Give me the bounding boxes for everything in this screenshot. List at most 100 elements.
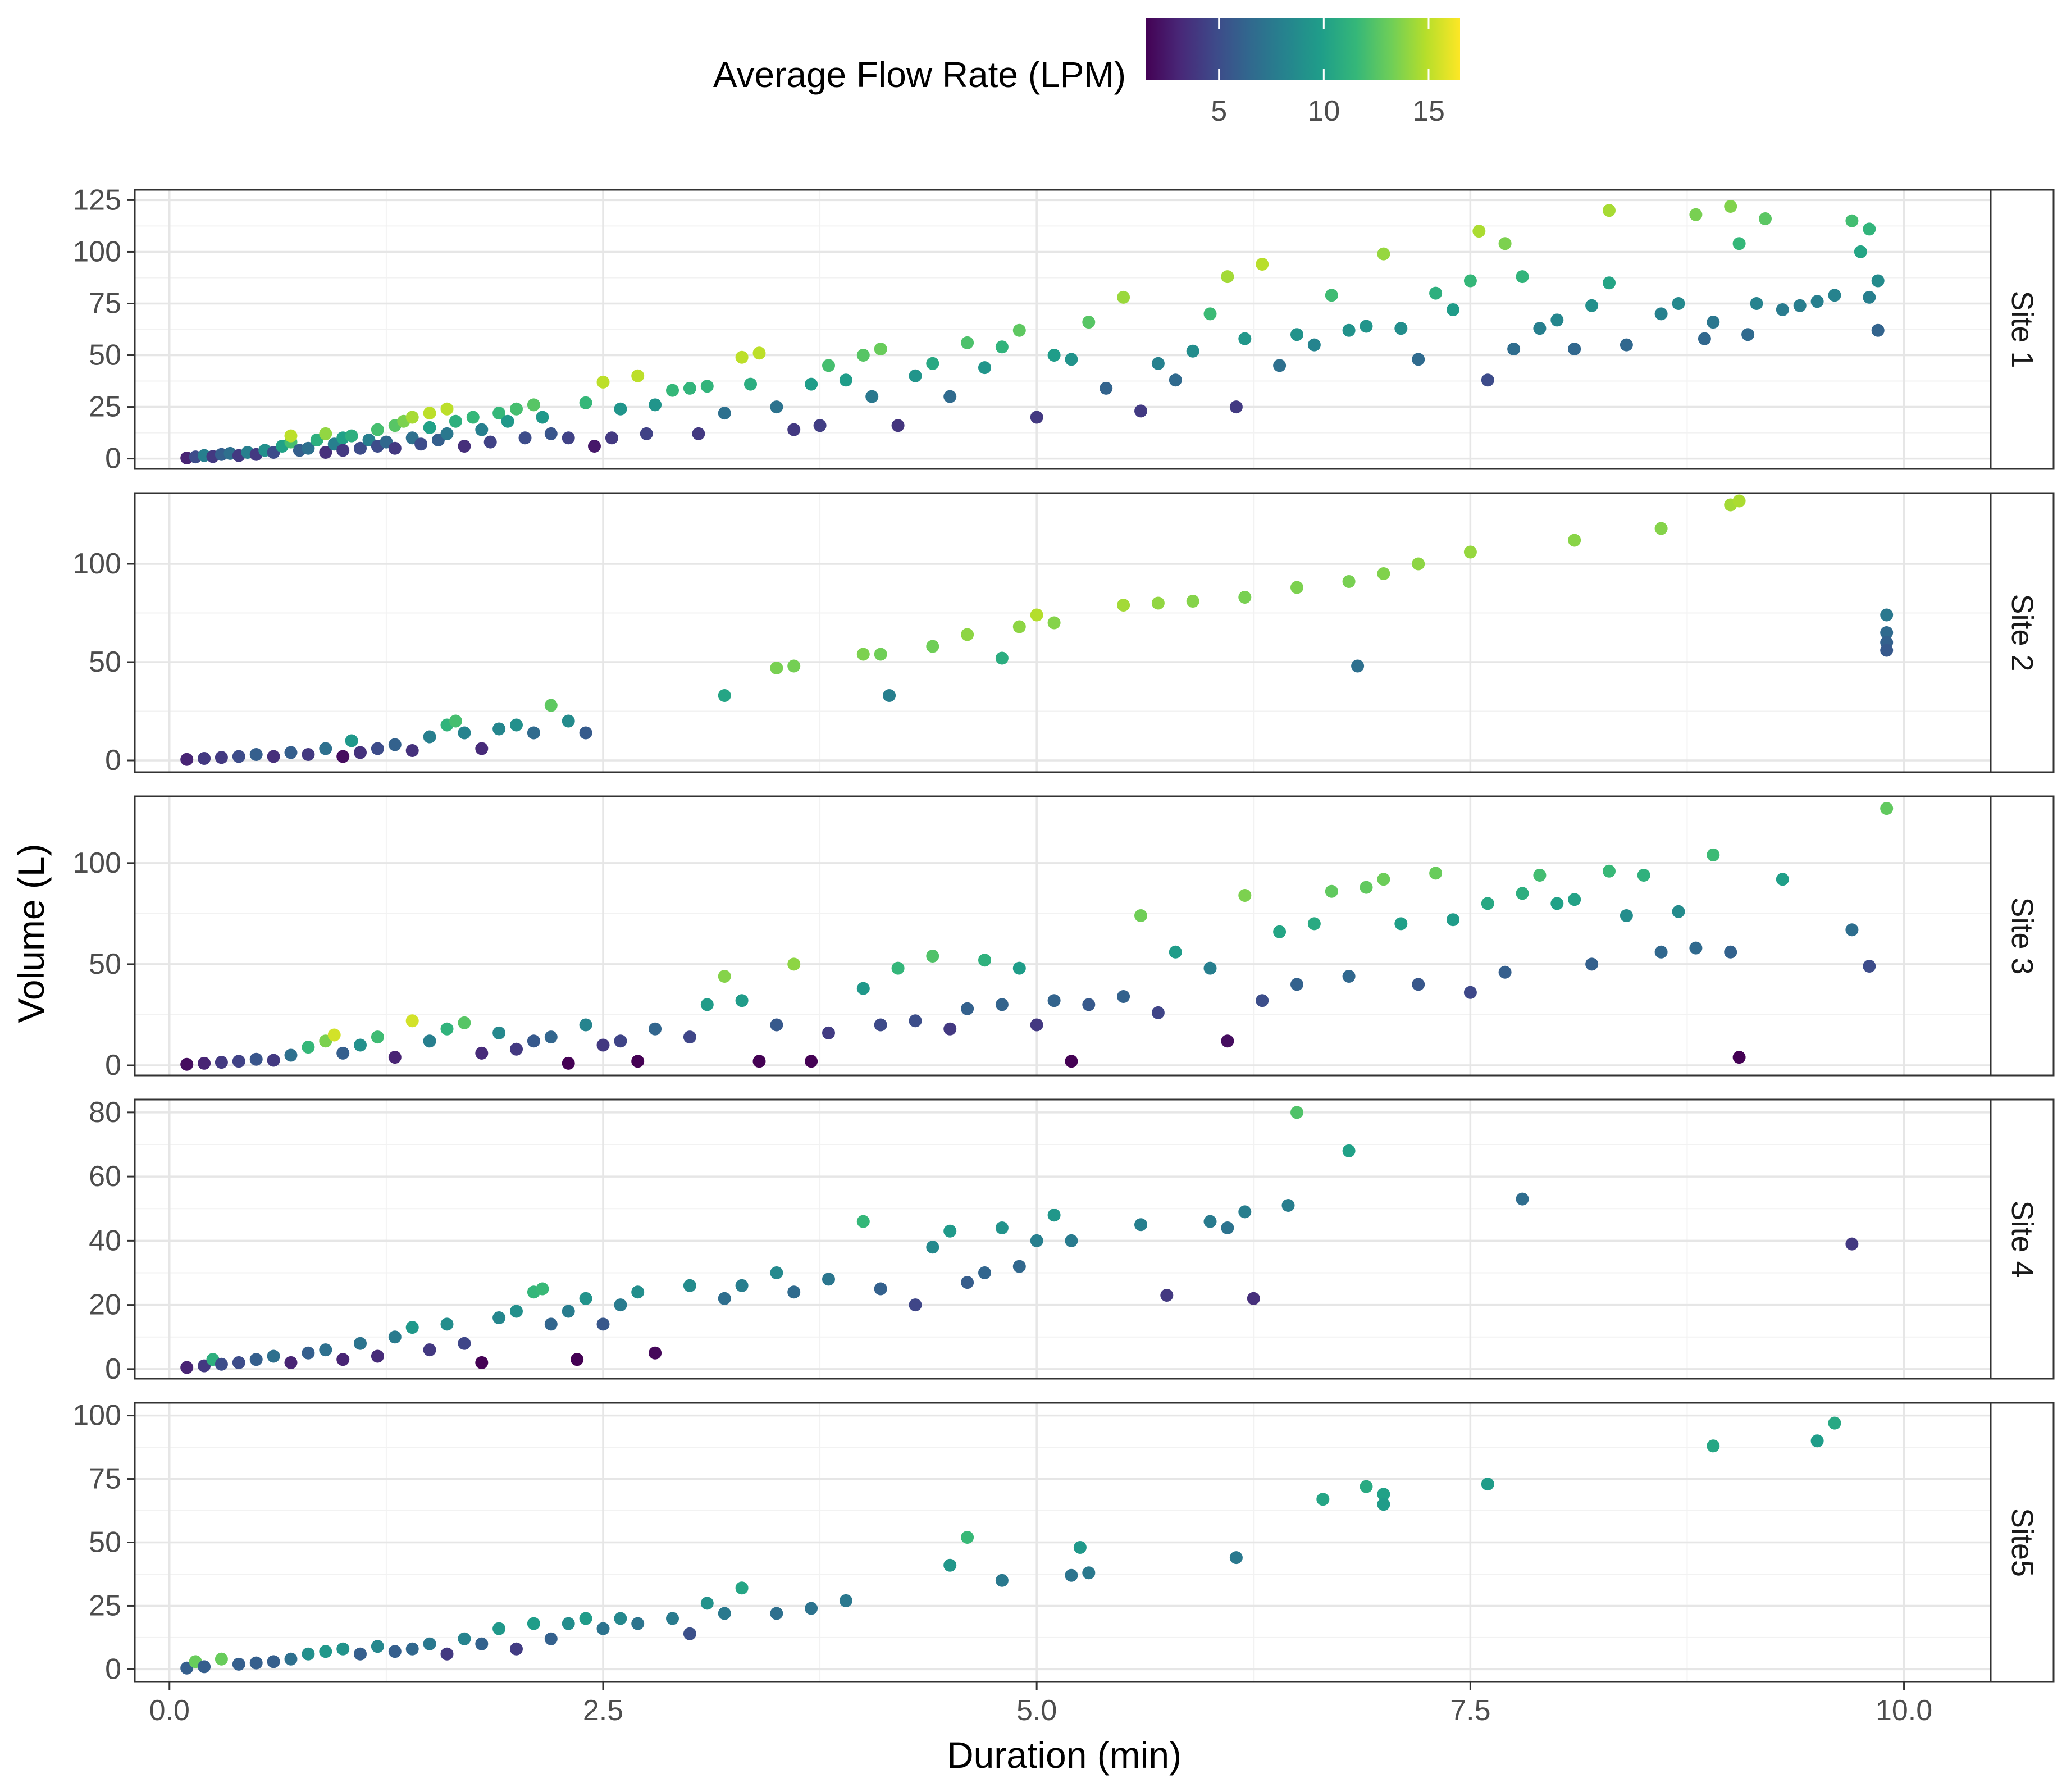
data-point <box>1325 884 1338 898</box>
data-point <box>1732 237 1746 250</box>
data-point <box>544 1632 558 1645</box>
data-point <box>1360 1480 1373 1493</box>
x-tick-label: 5.0 <box>1016 1694 1057 1727</box>
data-point <box>1854 245 1867 258</box>
data-point <box>388 738 402 751</box>
data-point <box>562 714 575 728</box>
data-point <box>1082 316 1096 329</box>
y-tick-label: 50 <box>89 646 121 678</box>
data-point <box>1012 323 1026 337</box>
data-point <box>1065 353 1078 366</box>
data-point <box>1672 905 1685 918</box>
data-point <box>1637 869 1650 882</box>
data-point <box>249 1656 263 1670</box>
data-point <box>458 1016 471 1029</box>
data-point <box>735 1581 749 1595</box>
data-point <box>1810 295 1824 308</box>
data-point <box>1073 1541 1087 1554</box>
data-point <box>1568 893 1581 906</box>
data-point <box>1377 567 1390 580</box>
data-point <box>1047 994 1061 1007</box>
data-point <box>978 954 991 967</box>
data-point <box>718 1292 731 1305</box>
data-point <box>683 1627 696 1640</box>
colorbar-legend: Average Flow Rate (LPM) 5 10 15 <box>713 18 1460 127</box>
data-point <box>961 628 974 641</box>
data-point <box>1863 960 1876 973</box>
strip-box <box>1990 1098 2055 1380</box>
data-point <box>1012 1260 1026 1273</box>
data-point <box>1776 303 1789 316</box>
data-point <box>354 441 367 455</box>
y-tick-label: 50 <box>89 1526 121 1559</box>
data-point <box>1724 945 1737 959</box>
data-point <box>284 746 298 759</box>
data-point <box>1429 286 1443 300</box>
data-point <box>1498 965 1512 979</box>
data-point <box>1256 258 1269 271</box>
data-point <box>1238 1205 1252 1219</box>
data-point <box>1082 998 1096 1011</box>
data-point <box>735 350 749 364</box>
data-point <box>1325 289 1338 302</box>
data-point <box>475 423 489 436</box>
panel-5: Site5 0 25 50 75 100 0.0 2.5 5.0 7.5 10.0 <box>72 1399 2055 1727</box>
data-point <box>267 1349 280 1363</box>
data-point <box>961 1002 974 1015</box>
data-point <box>1759 212 1772 225</box>
data-point <box>1238 332 1252 345</box>
points <box>180 1106 1859 1374</box>
data-point <box>1776 873 1789 886</box>
data-point <box>1307 917 1321 931</box>
y-tick-label: 125 <box>72 184 121 216</box>
data-point <box>961 1276 974 1289</box>
data-point <box>605 431 618 445</box>
data-point <box>579 1612 592 1625</box>
data-point <box>475 1046 489 1060</box>
data-point <box>198 752 211 765</box>
data-point <box>787 423 801 436</box>
data-point <box>571 1353 584 1366</box>
panel-3: Site 3 0 50 100 <box>72 795 2055 1082</box>
data-point <box>284 1356 298 1369</box>
data-point <box>1412 557 1425 571</box>
panel-4: Site 4 0 20 40 60 80 <box>89 1096 2055 1385</box>
data-point <box>787 957 801 971</box>
data-point <box>536 1282 549 1296</box>
data-point <box>1845 214 1859 227</box>
data-point <box>856 349 870 362</box>
data-point <box>1360 320 1373 333</box>
data-point <box>1229 400 1243 414</box>
data-point <box>527 1617 540 1630</box>
data-point <box>1047 616 1061 630</box>
data-point <box>995 998 1009 1011</box>
data-point <box>1707 848 1720 861</box>
data-point <box>527 398 540 412</box>
data-point <box>631 1285 645 1299</box>
data-point <box>1463 545 1477 559</box>
data-point <box>1689 208 1703 221</box>
data-point <box>388 1645 402 1658</box>
data-point <box>1394 917 1408 931</box>
data-point <box>284 429 298 443</box>
data-point <box>388 441 402 455</box>
x-tick-label: 10.0 <box>1876 1694 1932 1727</box>
strip-box <box>1990 492 2055 773</box>
data-point <box>1065 1055 1078 1068</box>
data-point <box>579 726 592 740</box>
data-point <box>1256 994 1269 1007</box>
data-point <box>891 961 905 975</box>
data-point <box>1429 867 1443 880</box>
data-point <box>449 714 462 728</box>
data-point <box>1281 1199 1295 1212</box>
data-point <box>527 726 540 740</box>
data-point <box>1533 322 1547 335</box>
data-point <box>1377 247 1390 261</box>
data-point <box>336 1353 350 1366</box>
data-point <box>943 390 957 403</box>
data-point <box>483 435 497 449</box>
data-point <box>1186 344 1199 358</box>
data-point <box>978 361 991 375</box>
data-point <box>614 1298 627 1312</box>
